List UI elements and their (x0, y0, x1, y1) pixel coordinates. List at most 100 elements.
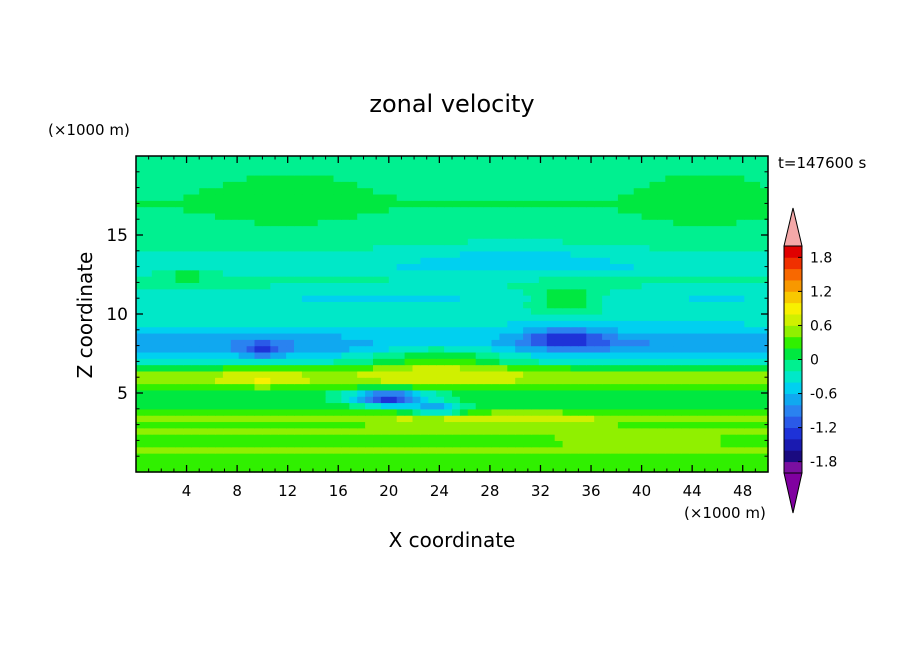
field-cell (380, 389, 390, 397)
field-cell (602, 446, 611, 454)
field-cell (230, 257, 240, 265)
field-cell (483, 174, 493, 182)
field-cell (175, 351, 184, 359)
field-cell (665, 193, 674, 201)
field-cell (602, 250, 611, 258)
field-cell (467, 351, 477, 359)
field-cell (365, 238, 374, 246)
field-cell (641, 364, 651, 372)
field-cell (546, 231, 556, 239)
field-cell (341, 225, 350, 233)
field-cell (388, 295, 398, 302)
field-cell (317, 238, 327, 246)
field-cell (594, 156, 603, 163)
field-cell (499, 250, 508, 258)
field-cell (515, 332, 524, 340)
field-cell (531, 200, 540, 208)
field-cell (610, 187, 619, 195)
field-cell (538, 288, 548, 296)
field-cell (459, 193, 469, 201)
field-cell (286, 351, 295, 359)
field-cell (270, 364, 279, 372)
field-cell (207, 402, 216, 410)
field-cell (278, 332, 287, 340)
field-cell (207, 181, 216, 189)
field-cell (151, 446, 161, 454)
field-cell (602, 238, 611, 246)
field-cell (633, 187, 643, 195)
field-cell (404, 263, 414, 271)
field-cell (760, 269, 769, 277)
field-cell (689, 389, 698, 397)
field-cell (238, 421, 248, 429)
field-cell (562, 364, 572, 372)
field-cell (278, 446, 287, 454)
field-cell (325, 181, 335, 189)
field-cell (649, 389, 658, 397)
field-cell (191, 156, 200, 163)
field-cell (270, 351, 279, 359)
field-cell (309, 332, 319, 340)
field-cell (554, 181, 564, 189)
field-cell (610, 358, 619, 366)
field-cell (467, 288, 477, 296)
field-cell (467, 181, 477, 189)
field-cell (380, 187, 390, 195)
field-cell (373, 187, 382, 195)
field-cell (365, 276, 374, 283)
field-cell (712, 364, 722, 372)
field-cell (752, 326, 761, 334)
field-cell (341, 193, 350, 201)
field-cell (491, 295, 500, 302)
field-cell (183, 225, 192, 233)
field-cell (515, 225, 524, 233)
field-cell (246, 200, 256, 208)
field-cell (562, 168, 572, 176)
field-cell (523, 206, 532, 214)
field-cell (349, 453, 358, 460)
field-cell (538, 168, 548, 176)
field-cell (617, 440, 627, 448)
field-cell (696, 276, 706, 283)
field-cell (570, 339, 579, 347)
field-cell (696, 200, 706, 208)
field-cell (357, 351, 366, 359)
field-cell (467, 219, 477, 227)
field-cell (373, 326, 382, 334)
field-cell (301, 465, 311, 473)
field-cell (412, 332, 421, 340)
field-cell (760, 459, 769, 467)
field-cell (143, 314, 153, 321)
field-cell (246, 446, 256, 454)
field-cell (507, 168, 516, 176)
field-cell (175, 408, 184, 416)
field-cell (649, 206, 658, 214)
field-cell (657, 332, 666, 340)
field-cell (546, 314, 556, 321)
field-cell (278, 269, 287, 277)
field-cell (515, 238, 524, 246)
field-cell (349, 364, 358, 372)
field-cell (452, 415, 461, 423)
field-cell (633, 295, 643, 302)
field-cell (191, 453, 200, 460)
field-cell (602, 314, 611, 321)
field-cell (207, 446, 216, 454)
field-cell (380, 345, 390, 353)
field-cell (238, 212, 248, 220)
field-cell (712, 389, 722, 397)
field-cell (554, 168, 564, 176)
field-cell (586, 383, 595, 391)
field-cell (278, 212, 287, 220)
field-cell (554, 206, 564, 214)
field-cell (665, 326, 674, 334)
field-cell (199, 314, 208, 321)
field-cell (507, 263, 516, 271)
field-cell (523, 282, 532, 290)
field-cell (538, 440, 548, 448)
field-cell (752, 269, 761, 277)
field-cell (294, 244, 303, 252)
field-cell (215, 244, 224, 252)
field-cell (254, 396, 263, 404)
field-cell (617, 219, 627, 227)
